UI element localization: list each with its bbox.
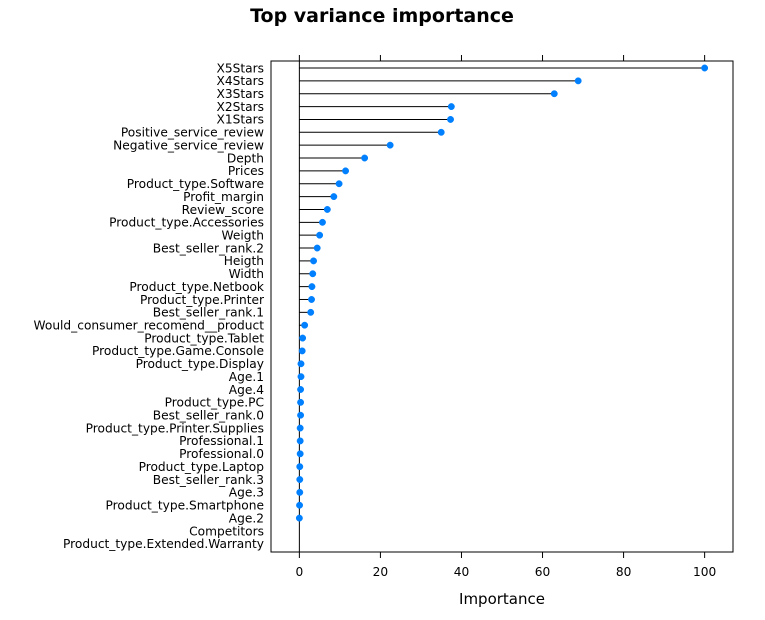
- data-point: [342, 167, 350, 175]
- y-category-label: Age.1: [229, 370, 264, 384]
- y-category-label: Best_seller_rank.3: [153, 473, 264, 487]
- y-category-label: X3Stars: [217, 87, 264, 101]
- y-category-label: Competitors: [189, 524, 264, 538]
- y-category-label: Weigth: [222, 228, 264, 242]
- y-category-label: Age.4: [229, 383, 264, 397]
- y-axis-labels: X5StarsX4StarsX3StarsX2StarsX1StarsPosit…: [34, 61, 265, 551]
- y-category-label: Product_type.Printer: [140, 293, 265, 307]
- x-tick-label: 60: [535, 565, 551, 579]
- data-point: [447, 115, 454, 123]
- data-point: [437, 128, 445, 136]
- data-point: [297, 386, 305, 393]
- data-point: [296, 450, 304, 458]
- y-category-label: Product_type.Game.Console: [92, 344, 264, 358]
- data-point: [298, 347, 306, 355]
- y-category-label: X5Stars: [217, 61, 264, 75]
- y-category-label: X2Stars: [217, 100, 264, 114]
- plot-frame: [270, 60, 734, 553]
- data-point: [335, 180, 343, 188]
- data-marks: [295, 61, 709, 552]
- y-category-label: Product_type.Software: [127, 177, 264, 191]
- data-point: [550, 90, 558, 98]
- data-point: [301, 321, 309, 329]
- y-category-label: Depth: [227, 151, 264, 165]
- y-category-label: X1Stars: [217, 113, 264, 127]
- data-point: [308, 296, 315, 303]
- y-category-label: Product_type.Netbook: [129, 280, 265, 294]
- y-category-label: Positive_service_review: [121, 126, 264, 140]
- data-point: [361, 154, 369, 162]
- x-axis-title: Importance: [459, 590, 545, 608]
- y-category-label: Product_type.Display: [136, 357, 264, 371]
- y-category-label: Product_type.Extended.Warranty: [63, 537, 264, 551]
- data-point: [310, 257, 318, 265]
- chart-title: Top variance importance: [250, 5, 514, 27]
- data-point: [296, 476, 304, 483]
- y-category-label: Age.3: [229, 486, 264, 500]
- y-category-label: Product_type.Accessories: [109, 216, 264, 230]
- data-point: [447, 103, 455, 111]
- y-category-label: Product_type.Tablet: [144, 331, 264, 345]
- y-category-label: Product_type.Laptop: [139, 460, 265, 474]
- data-point: [295, 514, 303, 522]
- data-point: [386, 141, 394, 149]
- y-category-label: Width: [229, 267, 264, 281]
- data-point: [296, 501, 304, 509]
- x-tick-label: 20: [373, 565, 389, 579]
- y-category-label: Age.2: [229, 511, 264, 525]
- y-category-label: Negative_service_review: [113, 138, 264, 152]
- data-point: [319, 218, 326, 226]
- data-point: [701, 64, 709, 72]
- x-tick-label: 40: [454, 565, 470, 579]
- data-point: [297, 398, 305, 406]
- data-point: [299, 334, 307, 342]
- data-point: [296, 488, 304, 496]
- y-category-label: Heigth: [224, 254, 264, 268]
- y-category-label: Product_type.PC: [165, 396, 264, 410]
- x-tick-label: 80: [616, 565, 632, 579]
- y-category-label: Review_score: [182, 203, 264, 217]
- data-point: [296, 424, 304, 432]
- data-point: [574, 77, 582, 85]
- y-category-label: Best_seller_rank.2: [153, 241, 264, 255]
- y-category-label: X4Stars: [217, 74, 264, 88]
- y-category-label: Prices: [228, 164, 264, 178]
- data-point: [307, 308, 315, 316]
- x-axis: 0 20 40 60 80 100: [295, 55, 716, 579]
- data-point: [308, 283, 316, 291]
- x-tick-label: 0: [295, 565, 303, 579]
- data-point: [297, 373, 305, 381]
- data-point: [309, 270, 317, 278]
- y-category-label: Product_type.Smartphone: [106, 499, 264, 513]
- data-point: [323, 206, 331, 213]
- data-point: [296, 437, 304, 445]
- data-point: [313, 244, 321, 252]
- y-category-label: Best_seller_rank.0: [153, 409, 264, 423]
- data-point: [330, 193, 338, 201]
- y-category-label: Profit_margin: [183, 190, 264, 204]
- data-point: [297, 411, 305, 419]
- y-category-label: Professional.1: [179, 434, 264, 448]
- x-tick-label: 100: [693, 565, 716, 579]
- data-point: [296, 463, 304, 471]
- y-category-label: Professional.0: [179, 447, 264, 461]
- y-category-label: Product_type.Printer.Supplies: [86, 421, 264, 435]
- data-point: [297, 360, 305, 368]
- y-category-label: Would_consumer_recomend__product: [34, 319, 265, 333]
- data-point: [316, 231, 324, 239]
- y-category-label: Best_seller_rank.1: [153, 306, 264, 320]
